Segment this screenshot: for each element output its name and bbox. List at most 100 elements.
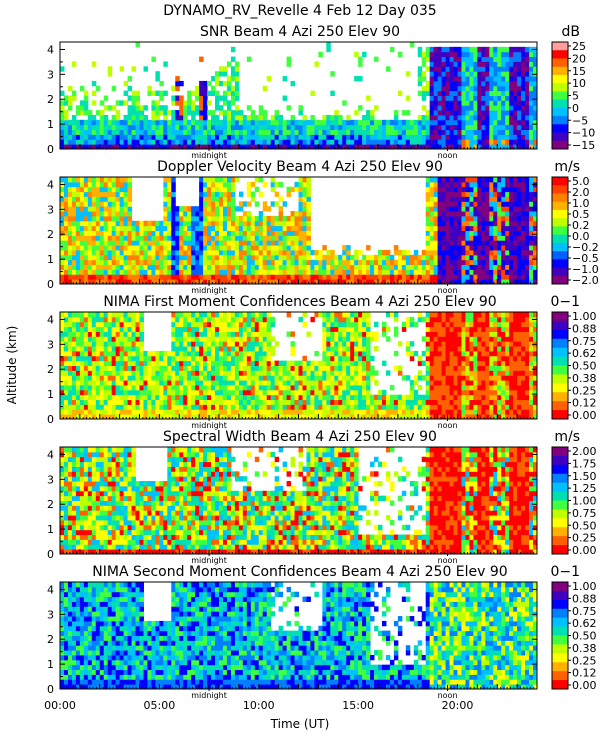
heatmap-cell — [290, 134, 296, 140]
heatmap-cell — [497, 114, 502, 121]
heatmap-cell — [270, 114, 276, 121]
heatmap-cell — [393, 274, 399, 280]
heatmap-cell — [195, 316, 200, 323]
heatmap-cell — [199, 394, 204, 401]
heatmap-cell — [282, 144, 288, 150]
heatmap-cell — [135, 264, 140, 270]
heatmap-cell — [163, 389, 168, 396]
heatmap-cell — [465, 110, 470, 116]
heatmap-cell — [493, 90, 498, 96]
heatmap-cell — [449, 177, 455, 183]
heatmap-cell — [449, 211, 455, 217]
heatmap-cell — [163, 269, 168, 275]
heatmap-cell — [282, 76, 288, 82]
heatmap-cell — [191, 384, 196, 391]
heatmap-cell — [509, 71, 514, 77]
heatmap-cell — [481, 134, 486, 140]
heatmap-cell — [230, 56, 236, 62]
heatmap-cell — [533, 105, 538, 111]
heatmap-cell — [91, 399, 97, 405]
heatmap-cell — [159, 274, 164, 280]
heatmap-cell — [203, 336, 208, 342]
heatmap-cell — [489, 177, 494, 183]
heatmap-cell — [469, 235, 474, 241]
heatmap-cell — [119, 394, 125, 401]
heatmap-cell — [71, 404, 77, 410]
heatmap-cell — [485, 279, 490, 285]
heatmap-cell — [246, 350, 252, 357]
heatmap-cell — [179, 240, 184, 246]
heatmap-cell — [60, 110, 65, 116]
heatmap-cell — [378, 129, 383, 135]
heatmap-cell — [294, 124, 299, 131]
heatmap-cell — [262, 225, 268, 231]
heatmap-cell — [525, 274, 530, 280]
heatmap-cell — [441, 220, 447, 227]
heatmap-cell — [501, 56, 506, 62]
heatmap-cell — [91, 355, 97, 362]
heatmap-cell — [226, 264, 232, 270]
heatmap-cell — [481, 76, 486, 82]
heatmap-cell — [211, 134, 216, 140]
heatmap-cell — [457, 245, 462, 251]
heatmap-cell — [67, 139, 73, 145]
heatmap-cell — [401, 249, 407, 256]
heatmap-cell — [234, 389, 240, 396]
heatmap-cell — [203, 181, 208, 188]
heatmap-cell — [183, 215, 188, 222]
heatmap-cell — [429, 269, 435, 275]
heatmap-cell — [262, 414, 268, 420]
heatmap-cell — [533, 230, 538, 236]
heatmap-cell — [226, 139, 232, 145]
heatmap-cell — [219, 235, 224, 241]
heatmap-cell — [485, 85, 490, 92]
heatmap-cell — [230, 235, 236, 241]
heatmap-cell — [107, 370, 113, 376]
heatmap-cell — [262, 316, 268, 323]
heatmap-cell — [135, 316, 140, 323]
heatmap-cell — [191, 119, 196, 126]
heatmap-cell — [151, 264, 156, 270]
heatmap-cell — [465, 124, 470, 131]
heatmap-cell — [127, 341, 133, 347]
heatmap-cell — [187, 269, 192, 275]
colorbar-swatch — [552, 234, 568, 244]
heatmap-cell — [230, 71, 236, 77]
heatmap-cell — [521, 124, 526, 131]
heatmap-cell — [517, 124, 522, 131]
heatmap-cell — [258, 346, 264, 352]
heatmap-cell — [425, 240, 431, 246]
heatmap-cell — [254, 321, 260, 328]
heatmap-cell — [338, 124, 343, 131]
heatmap-cell — [159, 95, 164, 101]
heatmap-cell — [87, 124, 93, 131]
heatmap-cell — [191, 100, 196, 106]
heatmap-cell — [103, 360, 109, 366]
heatmap-cell — [151, 360, 156, 366]
heatmap-cell — [79, 254, 85, 261]
heatmap-cell — [298, 225, 303, 231]
heatmap-cell — [131, 235, 137, 241]
heatmap-cell — [429, 119, 435, 126]
heatmap-cell — [469, 85, 474, 92]
heatmap-cell — [234, 119, 240, 126]
heatmap-cell — [509, 274, 514, 280]
heatmap-cell — [493, 46, 498, 53]
heatmap-cell — [230, 269, 236, 275]
heatmap-cell — [250, 254, 256, 261]
heatmap-cell — [183, 399, 188, 405]
heatmap-cell — [250, 220, 256, 227]
heatmap-cell — [429, 177, 435, 183]
heatmap-cell — [258, 254, 264, 261]
heatmap-cell — [509, 56, 514, 62]
heatmap-cell — [79, 404, 85, 410]
heatmap-cell — [505, 76, 510, 82]
heatmap-cell — [83, 181, 89, 188]
heatmap-cell — [183, 331, 188, 337]
heatmap-cell — [159, 129, 164, 135]
heatmap-cell — [111, 129, 117, 135]
heatmap-cell — [378, 264, 383, 270]
heatmap-cell — [179, 414, 184, 420]
heatmap-cell — [195, 119, 200, 126]
heatmap-cell — [318, 269, 323, 275]
